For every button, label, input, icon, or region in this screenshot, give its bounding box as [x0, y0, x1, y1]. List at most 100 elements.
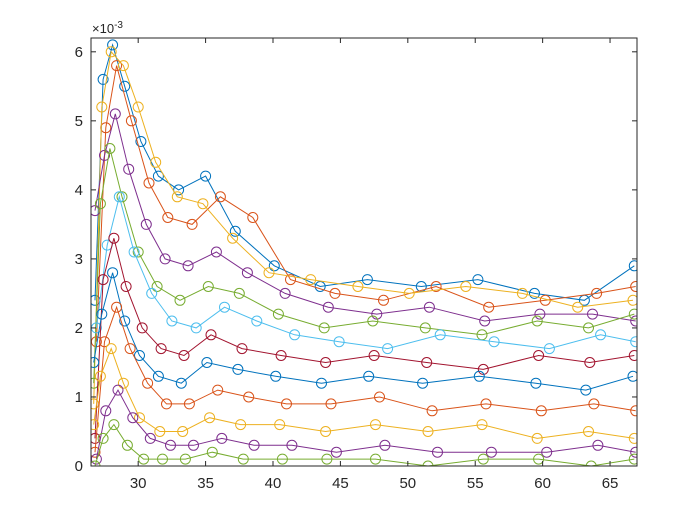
data-point-marker	[584, 357, 596, 368]
data-point-marker	[247, 212, 259, 223]
series-line	[95, 194, 636, 350]
data-point-marker	[150, 156, 162, 168]
x-tick-label: 50	[399, 475, 416, 492]
data-point-marker	[177, 426, 189, 437]
data-point-marker	[91, 460, 101, 466]
data-point-marker	[403, 287, 415, 299]
y-tick-label: 4	[75, 182, 83, 199]
data-point-marker	[535, 405, 547, 417]
data-point-marker	[91, 419, 100, 431]
data-point-marker	[105, 46, 117, 58]
data-point-marker	[270, 370, 282, 382]
data-point-marker	[155, 343, 167, 355]
data-point-marker	[107, 39, 119, 51]
data-point-marker	[235, 419, 247, 431]
data-point-marker	[529, 287, 540, 299]
data-point-marker	[109, 108, 121, 120]
data-point-marker	[627, 370, 637, 382]
data-point-marker	[263, 267, 275, 279]
data-point-marker	[179, 453, 191, 465]
data-point-marker	[104, 143, 116, 154]
data-point-marker	[214, 191, 226, 203]
data-point-marker	[541, 446, 553, 458]
data-point-marker	[197, 198, 209, 210]
y-exponent-base: ×10	[92, 21, 114, 36]
data-point-marker	[96, 101, 108, 113]
series-line	[94, 113, 636, 322]
data-point-marker	[237, 453, 249, 465]
data-point-marker	[480, 398, 492, 410]
data-point-marker	[140, 218, 152, 230]
series-2	[91, 60, 637, 348]
data-point-marker	[182, 260, 194, 272]
data-point-marker	[422, 426, 434, 437]
data-point-marker	[108, 419, 120, 431]
data-point-marker	[124, 343, 136, 355]
data-point-marker	[91, 377, 100, 389]
data-point-marker	[314, 281, 326, 292]
y-exponent-power: -3	[114, 20, 123, 31]
data-point-marker	[274, 419, 286, 431]
data-point-marker	[417, 377, 429, 389]
data-point-marker	[117, 377, 129, 389]
data-point-marker	[152, 170, 164, 182]
x-tick-label: 35	[197, 475, 214, 492]
data-point-marker	[628, 453, 637, 465]
data-point-marker	[105, 343, 117, 355]
data-point-marker	[370, 453, 381, 465]
data-point-marker	[116, 191, 128, 203]
y-tick-label: 5	[75, 113, 83, 130]
data-point-marker	[531, 315, 543, 327]
data-point-marker	[423, 301, 435, 313]
data-point-marker	[572, 301, 584, 313]
data-point-marker	[434, 329, 446, 341]
data-point-marker	[473, 370, 485, 382]
data-point-marker	[97, 274, 109, 286]
y-tick-label: 3	[75, 251, 83, 268]
data-point-marker	[119, 80, 131, 92]
data-point-marker	[132, 246, 144, 258]
data-point-marker	[229, 225, 241, 237]
data-point-marker	[432, 446, 443, 458]
data-point-marker	[219, 301, 230, 313]
data-point-marker	[232, 363, 244, 375]
data-point-marker	[154, 426, 166, 437]
data-point-marker	[173, 184, 185, 196]
data-point-marker	[120, 281, 132, 292]
data-point-marker	[200, 170, 212, 182]
data-point-marker	[127, 412, 139, 424]
data-point-marker	[472, 274, 484, 286]
data-point-marker	[97, 432, 109, 444]
data-point-marker	[276, 453, 288, 465]
data-point-marker	[628, 308, 637, 320]
data-point-marker	[157, 453, 168, 465]
data-point-marker	[592, 439, 604, 451]
data-point-marker	[485, 446, 497, 458]
data-point-marker	[378, 294, 389, 306]
data-point-marker	[591, 287, 603, 299]
data-point-marker	[630, 405, 637, 417]
data-point-marker	[534, 308, 546, 320]
x-tick-label: 40	[265, 475, 282, 492]
data-point-marker	[320, 357, 332, 368]
data-point-marker	[630, 315, 637, 327]
data-point-marker	[595, 329, 607, 341]
data-point-marker	[285, 274, 296, 286]
data-point-marker	[132, 101, 144, 113]
series-line	[94, 238, 635, 439]
data-point-marker	[125, 115, 137, 127]
data-point-marker	[100, 405, 112, 417]
data-point-marker	[107, 267, 119, 279]
data-point-marker	[241, 267, 253, 279]
data-point-marker	[281, 398, 292, 410]
data-point-marker	[202, 281, 214, 292]
data-point-marker	[123, 163, 135, 175]
data-point-marker	[630, 446, 637, 458]
series-4	[91, 108, 637, 327]
data-point-marker	[111, 301, 123, 313]
axes-box	[90, 37, 638, 467]
data-point-marker	[161, 398, 172, 410]
y-tick-label: 2	[75, 320, 83, 337]
data-point-marker	[374, 391, 385, 403]
series-11	[91, 384, 637, 465]
